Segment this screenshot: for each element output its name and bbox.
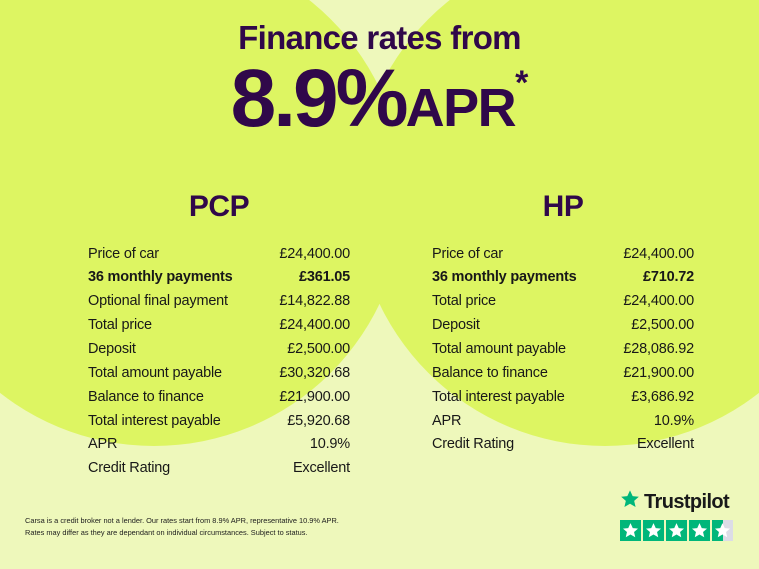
rate-value: 8.9% xyxy=(230,53,409,145)
table-row: Credit Rating Excellent xyxy=(432,433,694,457)
trustpilot-wordmark: Trustpilot xyxy=(644,490,730,513)
star-full-icon xyxy=(643,520,664,541)
row-value: £21,900.00 xyxy=(279,388,350,405)
disclaimer: Carsa is a credit broker not a lender. O… xyxy=(25,515,425,539)
table-row: Total interest payable £3,686.92 xyxy=(432,385,694,409)
row-value: £28,086.92 xyxy=(623,341,694,358)
trustpilot-logo: Trustpilot xyxy=(620,489,740,514)
plan-pcp-rows: Price of car £24,400.00 36 monthly payment… xyxy=(88,242,350,481)
row-label: Balance to finance xyxy=(432,364,548,381)
table-row: Total amount payable £30,320.68 xyxy=(88,361,350,385)
row-value: £361.05 xyxy=(298,269,350,286)
row-label: Balance to finance xyxy=(88,388,204,405)
row-label: Total interest payable xyxy=(88,412,221,429)
table-row: Total price £24,400.00 xyxy=(88,314,350,338)
row-label: Price of car xyxy=(88,245,159,262)
row-value: £2,500.00 xyxy=(287,341,350,358)
trustpilot-star-icon xyxy=(620,489,640,514)
poster-header: Finance rates from 8.9%APR* xyxy=(0,0,759,140)
plan-hp-rows: Price of car £24,400.00 36 monthly payment… xyxy=(432,242,694,457)
row-label: Deposit xyxy=(432,317,480,334)
rate-asterisk: * xyxy=(515,64,529,103)
row-label: Price of car xyxy=(432,245,503,262)
row-value: Excellent xyxy=(292,460,350,477)
plan-hp: HP Price of car £24,400.00 36 monthly paym… xyxy=(432,190,694,457)
row-label: 36 monthly payments xyxy=(88,269,233,286)
row-value: £3,686.92 xyxy=(631,388,694,405)
row-label: Total price xyxy=(88,317,152,334)
table-row: Balance to finance £21,900.00 xyxy=(432,361,694,385)
row-value: £710.72 xyxy=(642,269,694,286)
row-value: £24,400.00 xyxy=(623,293,694,310)
table-row: Price of car £24,400.00 xyxy=(88,242,350,266)
row-value: £24,400.00 xyxy=(279,245,350,262)
row-value: 10.9% xyxy=(653,412,694,429)
table-row: Total interest payable £5,920.68 xyxy=(88,409,350,433)
row-label: Deposit xyxy=(88,341,136,358)
star-full-icon xyxy=(689,520,710,541)
headline-rate: 8.9%APR* xyxy=(0,56,759,140)
row-label: APR xyxy=(432,412,462,429)
row-value: Excellent xyxy=(636,436,694,453)
trustpilot-widget[interactable]: Trustpilot xyxy=(620,489,740,541)
row-value: £5,920.68 xyxy=(287,412,350,429)
table-row: Balance to finance £21,900.00 xyxy=(88,385,350,409)
table-row: Deposit £2,500.00 xyxy=(432,314,694,338)
row-label: Credit Rating xyxy=(88,460,171,477)
row-label: Total interest payable xyxy=(432,388,565,405)
table-row: Deposit £2,500.00 xyxy=(88,337,350,361)
rate-unit: APR xyxy=(405,78,517,139)
row-value: £21,900.00 xyxy=(623,364,694,381)
table-row: Optional final payment £14,822.88 xyxy=(88,290,350,314)
table-row: 36 monthly payments £361.05 xyxy=(88,266,350,290)
row-value: £24,400.00 xyxy=(279,317,350,334)
table-row: Total price £24,400.00 xyxy=(432,290,694,314)
row-value: £30,320.68 xyxy=(279,364,350,381)
row-value: £14,822.88 xyxy=(279,293,350,310)
row-label: APR xyxy=(88,436,118,453)
row-label: Optional final payment xyxy=(88,293,228,310)
row-value: 10.9% xyxy=(309,436,350,453)
row-label: Total amount payable xyxy=(88,364,222,381)
row-label: Total amount payable xyxy=(432,341,566,358)
plan-hp-title: HP xyxy=(542,190,584,223)
star-full-icon xyxy=(666,520,687,541)
table-row: Price of car £24,400.00 xyxy=(432,242,694,266)
row-label: Total price xyxy=(432,293,496,310)
table-row: APR 10.9% xyxy=(88,433,350,457)
table-row: 36 monthly payments £710.72 xyxy=(432,266,694,290)
star-full-icon xyxy=(620,520,641,541)
row-value: £2,500.00 xyxy=(631,317,694,334)
trustpilot-rating-stars xyxy=(620,520,740,541)
star-half-icon xyxy=(712,520,733,541)
row-label: Credit Rating xyxy=(432,436,515,453)
table-row: Credit Rating Excellent xyxy=(88,457,350,481)
plan-pcp-title: PCP xyxy=(188,190,250,223)
table-row: Total amount payable £28,086.92 xyxy=(432,337,694,361)
disclaimer-line-2: Rates may differ as they are dependant o… xyxy=(25,528,308,538)
disclaimer-line-1: Carsa is a credit broker not a lender. O… xyxy=(25,516,339,525)
page-title: Finance rates from xyxy=(238,19,521,56)
table-row: APR 10.9% xyxy=(432,409,694,433)
row-value: £24,400.00 xyxy=(623,245,694,262)
plan-pcp: PCP Price of car £24,400.00 36 monthly pay… xyxy=(88,190,350,481)
row-label: 36 monthly payments xyxy=(432,269,577,286)
